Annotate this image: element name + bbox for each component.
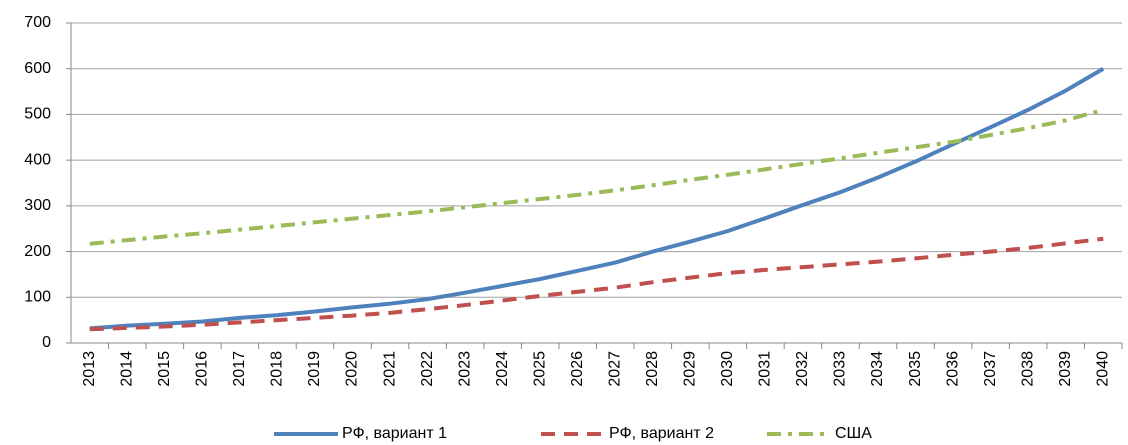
y-tick-label: 0 [42, 334, 51, 351]
x-tick-label: 2016 [194, 351, 211, 387]
series-line [89, 107, 1104, 246]
series-line [89, 236, 1104, 332]
y-tick-label: 100 [24, 289, 51, 306]
x-tick-label: 2033 [832, 351, 849, 387]
x-tick-label: 2019 [306, 351, 323, 387]
x-tick-label: 2040 [1094, 351, 1111, 387]
legend-label: США [835, 425, 872, 442]
x-tick-label: 2028 [644, 351, 661, 387]
x-tick-label: 2013 [81, 351, 98, 387]
x-tick-label: 2027 [606, 351, 623, 387]
legend-label: РФ, вариант 1 [342, 425, 447, 442]
x-tick-label: 2030 [719, 351, 736, 387]
x-tick-label: 2018 [269, 351, 286, 387]
x-tick-label: 2025 [531, 351, 548, 387]
x-tick-label: 2032 [794, 351, 811, 387]
x-tick-label: 2026 [569, 351, 586, 387]
x-tick-label: 2036 [944, 351, 961, 387]
x-tick-label: 2021 [381, 351, 398, 387]
y-tick-label: 400 [24, 151, 51, 168]
x-tick-label: 2015 [156, 351, 173, 387]
x-tick-label: 2017 [231, 351, 248, 387]
y-tick-label: 300 [24, 197, 51, 214]
x-tick-label: 2024 [494, 351, 511, 387]
x-tick-label: 2029 [682, 351, 699, 387]
legend-label: РФ, вариант 2 [609, 425, 714, 442]
x-tick-label: 2038 [1019, 351, 1036, 387]
x-tick-label: 2039 [1057, 351, 1074, 387]
series-line [89, 66, 1105, 331]
y-tick-label: 200 [24, 243, 51, 260]
y-tick-label: 700 [24, 14, 51, 31]
y-tick-label: 600 [24, 60, 51, 77]
x-tick-label: 2035 [907, 351, 924, 387]
y-tick-label: 500 [24, 106, 51, 123]
x-tick-label: 2031 [757, 351, 774, 387]
x-tick-label: 2034 [869, 351, 886, 387]
x-tick-label: 2020 [344, 351, 361, 387]
x-tick-label: 2014 [119, 351, 136, 387]
x-tick-label: 2023 [456, 351, 473, 387]
x-tick-label: 2022 [419, 351, 436, 387]
x-tick-label: 2037 [982, 351, 999, 387]
